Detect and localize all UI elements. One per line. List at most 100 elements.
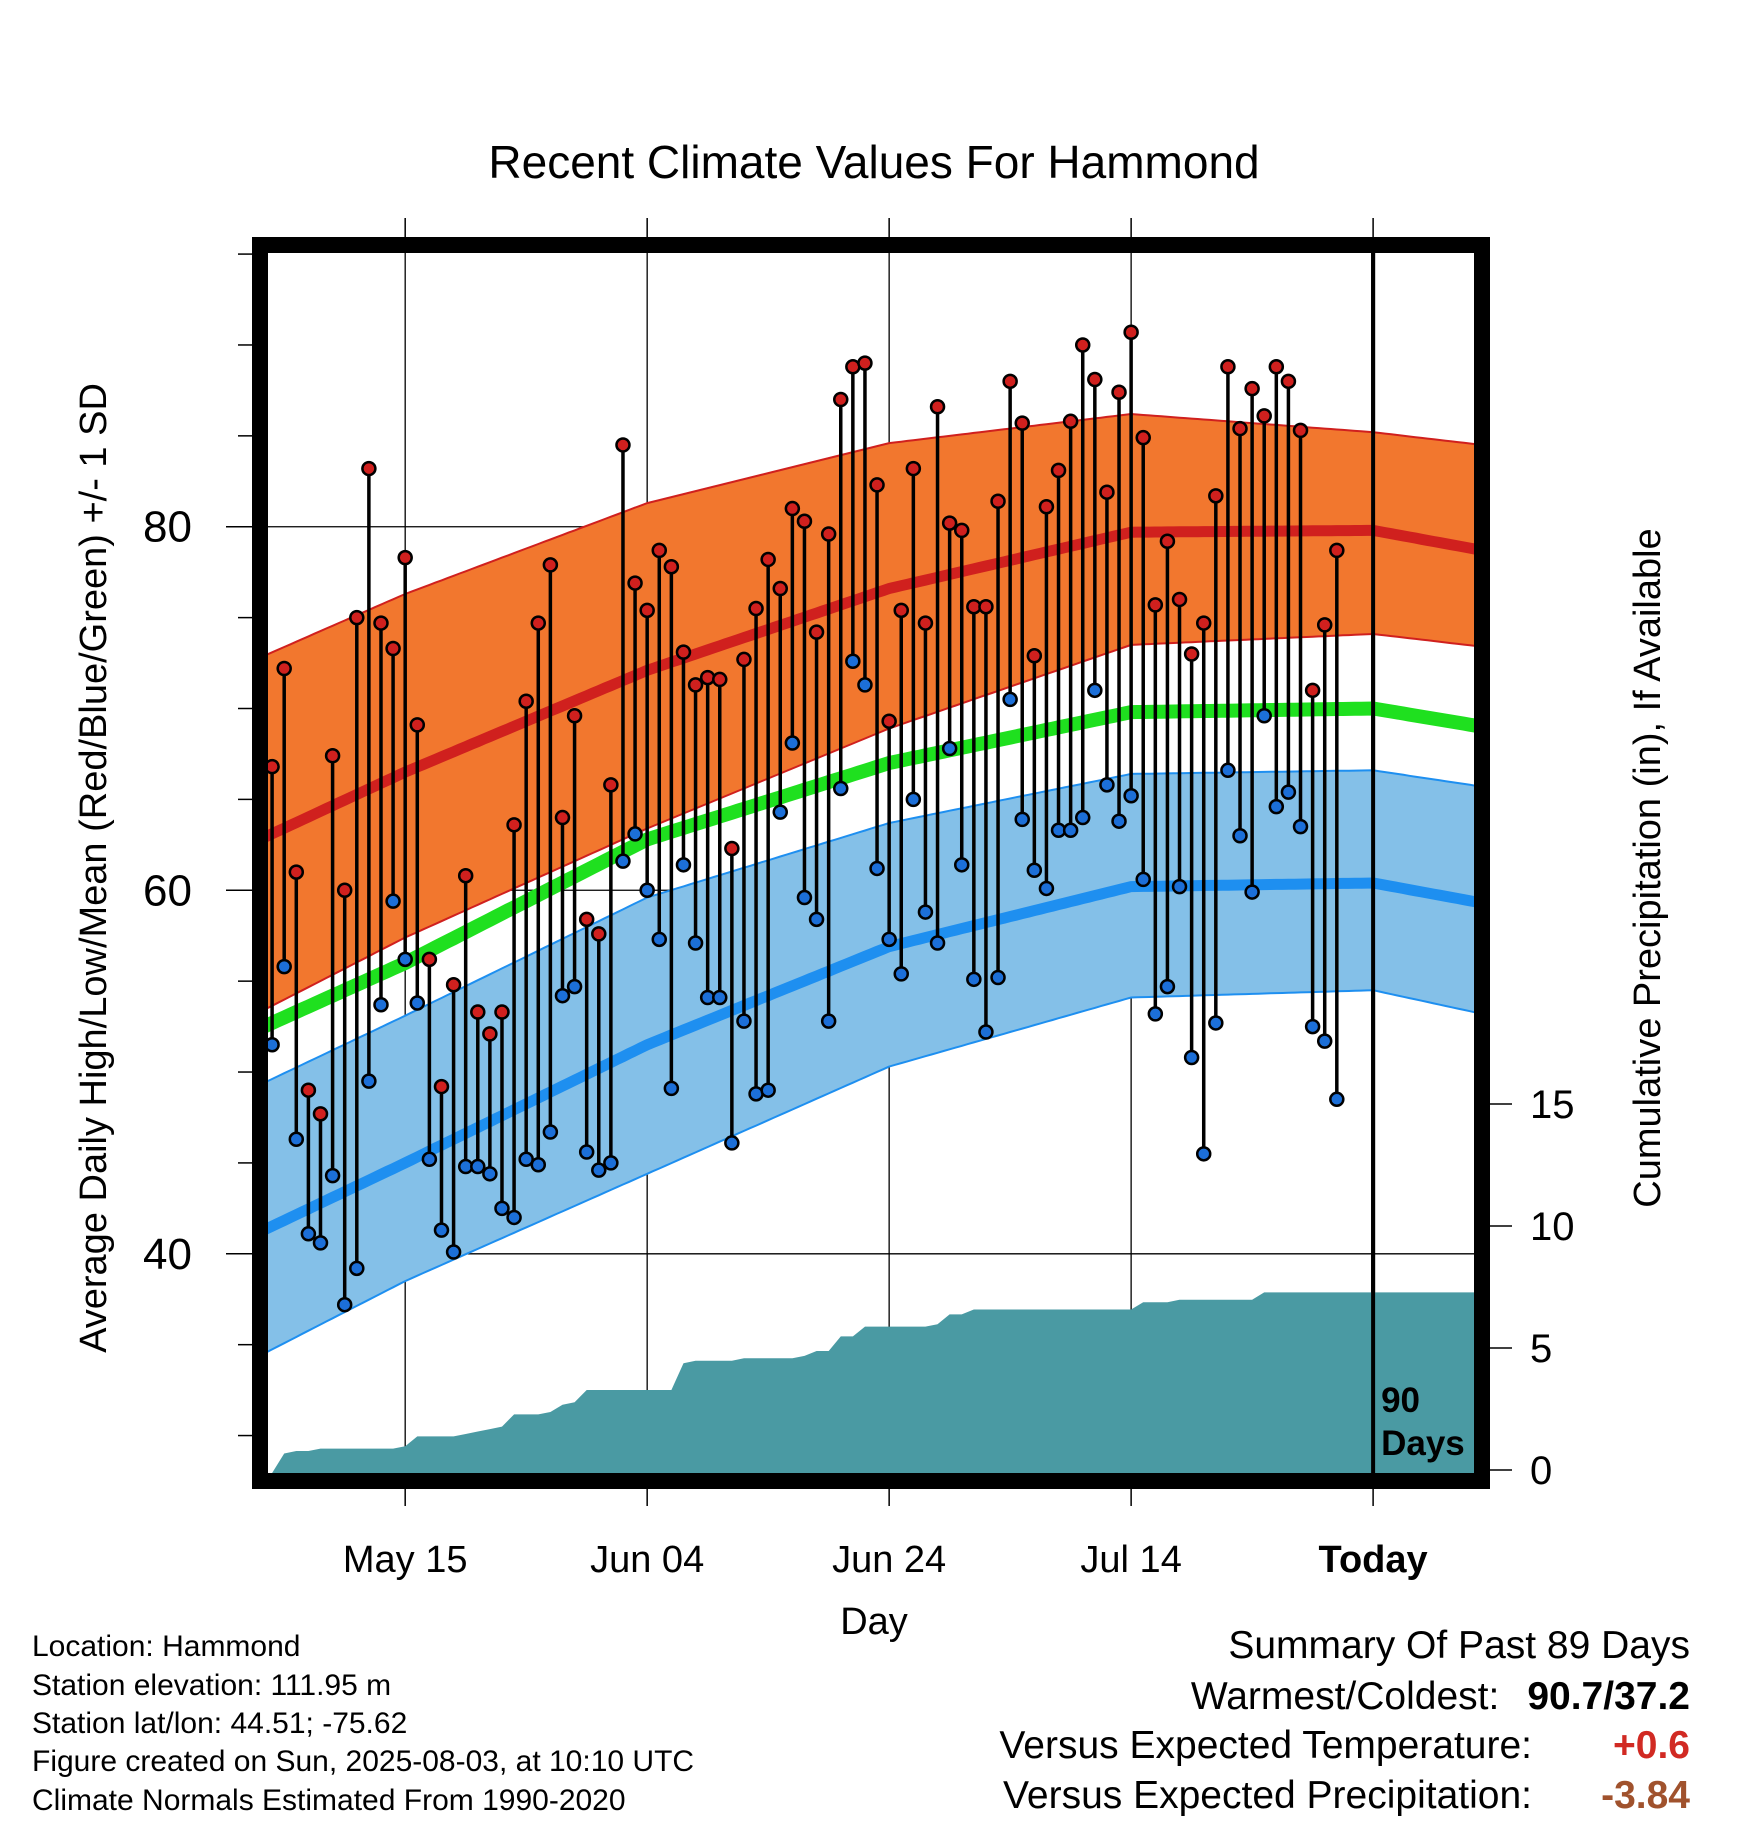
x-tick-label: Jul 14 (1080, 1539, 1181, 1581)
daily-high-point (1050, 462, 1067, 479)
daily-high-point (953, 522, 970, 539)
daily-high-point (712, 671, 728, 688)
daily-low-point (1292, 818, 1309, 835)
daily-high-point (397, 549, 413, 566)
daily-low-point (736, 1013, 752, 1029)
daily-high-point (941, 515, 958, 531)
daily-high-point (881, 713, 897, 729)
daily-high-point (603, 777, 619, 793)
daily-low-point (494, 1200, 510, 1217)
daily-high-point (1074, 337, 1091, 353)
x-tick-label: Today (1319, 1539, 1428, 1581)
daily-low-point (1256, 708, 1272, 724)
latlon-text: Station lat/lon: 44.51; -75.62 (32, 1707, 408, 1740)
daily-high-point (1087, 371, 1103, 388)
daily-low-point (760, 1082, 776, 1098)
daily-high-point (1316, 617, 1333, 633)
daily-low-point (268, 1037, 280, 1053)
normal-low-line (268, 877, 1474, 1235)
daily-low-point (578, 1144, 595, 1160)
location-text: Location: Hammond (32, 1630, 301, 1663)
plot-frame (252, 237, 1490, 1489)
daily-high-point (324, 748, 341, 764)
daily-low-point (615, 853, 631, 869)
daily-low-point (1087, 682, 1103, 699)
warm-cold-label: Warmest/Coldest: (1190, 1675, 1500, 1718)
daily-low-point (409, 995, 426, 1011)
daily-high-point (1195, 615, 1212, 631)
daily-high-point (978, 598, 994, 615)
daily-low-point (1135, 871, 1151, 888)
daily-high-point (361, 460, 377, 477)
daily-high-point (349, 609, 365, 626)
daily-low-point (542, 1124, 559, 1140)
daily-low-point (796, 889, 813, 906)
daily-low-point (881, 931, 897, 948)
today-marker-label-days-count: 90 (1381, 1381, 1420, 1420)
daily-high-point (1244, 380, 1260, 397)
daily-high-point (1135, 429, 1151, 446)
daily-high-point (1099, 484, 1115, 500)
daily-high-point (857, 355, 873, 371)
daily-high-point (1232, 420, 1248, 437)
daily-low-point (1002, 691, 1018, 708)
normal-mean-line (268, 701, 1474, 1033)
daily-low-point (591, 1162, 607, 1178)
daily-low-point (990, 969, 1006, 986)
chart-title: Recent Climate Values For Hammond (488, 136, 1259, 188)
daily-high-point (1183, 646, 1200, 662)
daily-low-point (1026, 862, 1043, 879)
daily-low-point (651, 931, 668, 948)
daily-low-point (566, 978, 583, 995)
y-axis-label-left: Average Daily High/Low/Mean (Red/Blue/Gr… (73, 383, 115, 1353)
daily-low-point (1208, 1015, 1224, 1031)
daily-low-point (300, 1226, 317, 1242)
daily-high-point (578, 911, 595, 928)
daily-low-point (905, 791, 922, 808)
temp-value: +0.6 (1613, 1724, 1690, 1767)
daily-low-point (784, 735, 801, 751)
daily-high-point (1111, 384, 1127, 400)
daily-low-point (833, 780, 849, 797)
elevation-text: Station elevation: 111.95 m (32, 1669, 392, 1702)
daily-low-point (1304, 1018, 1321, 1035)
summary-temperature: Versus Expected Temperature: +0.6 (999, 1726, 1690, 1765)
daily-high-point (1329, 542, 1345, 559)
daily-low-point (869, 860, 885, 877)
daily-high-point (760, 551, 776, 568)
daily-high-point (808, 624, 825, 640)
daily-low-point (1038, 880, 1055, 897)
y-axis-label-right: Cumulative Precipitation (in), If Availa… (1627, 528, 1669, 1207)
daily-low-point (953, 857, 970, 873)
daily-low-point (966, 971, 982, 988)
daily-low-point (1111, 813, 1127, 829)
warm-cold-value: 90.7/37.2 (1527, 1675, 1690, 1718)
daily-low-point (445, 1244, 462, 1260)
y-tick-label-precip: 5 (1530, 1327, 1552, 1371)
daily-high-point (445, 977, 462, 993)
daily-low-point (663, 1080, 680, 1097)
plot-area: 90 Days (268, 253, 1474, 1473)
daily-low-point (1316, 1033, 1333, 1049)
daily-high-point (530, 615, 547, 631)
high-sd-band (268, 412, 1474, 1010)
daily-high-point (506, 817, 522, 833)
daily-low-point (675, 857, 692, 873)
daily-low-point (1244, 884, 1260, 900)
daily-low-point (639, 882, 655, 899)
y-tick-label-precip: 10 (1530, 1205, 1575, 1249)
daily-high-point (917, 615, 934, 631)
daily-low-point (1220, 762, 1236, 779)
daily-low-point (808, 911, 825, 928)
daily-low-point (1171, 878, 1188, 895)
daily-low-point (518, 1151, 534, 1168)
daily-high-point (990, 493, 1006, 510)
daily-high-point (470, 1004, 486, 1020)
daily-high-point (385, 640, 401, 657)
daily-high-point (276, 660, 292, 677)
daily-high-point (1292, 422, 1309, 439)
daily-high-point (687, 677, 704, 693)
summary-warm-cold: Warmest/Coldest: 90.7/37.2 (1191, 1677, 1690, 1716)
daily-low-point (772, 804, 789, 820)
